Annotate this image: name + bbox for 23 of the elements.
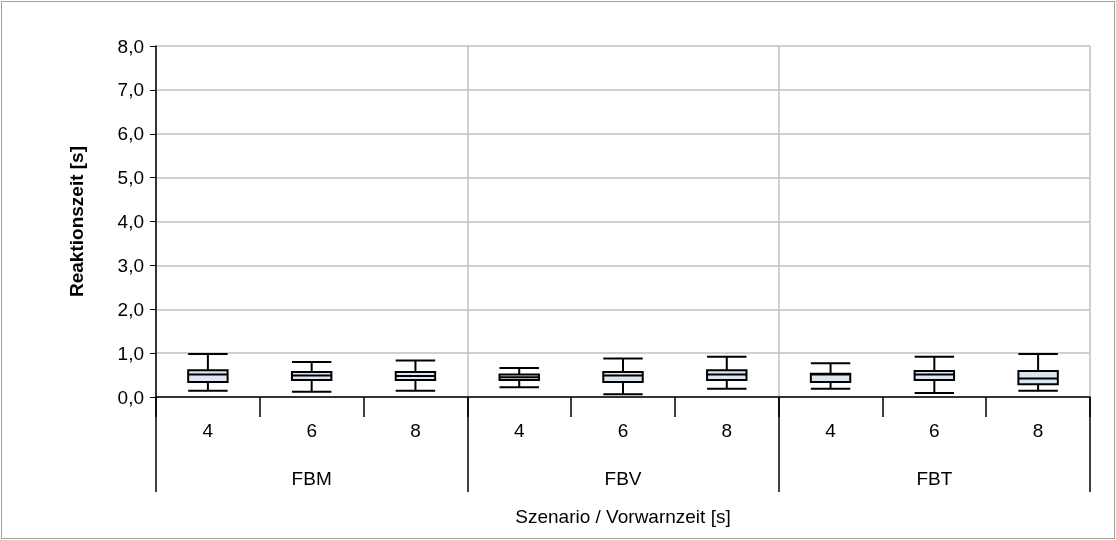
x-tick-label: 4 [202,420,214,441]
y-tick-label: 8,0 [117,35,144,57]
x-tick-label: 6 [929,420,940,441]
x-tick-label: 8 [410,420,421,441]
text: FBM [291,468,332,489]
y-tick-label: 5,0 [117,167,144,189]
x-axis-title: Szenario / Vorwarnzeit [s] [515,506,731,527]
x-tick-label: 4 [513,420,525,441]
y-tick-label: 2,0 [117,298,144,320]
x-tick-label: 8 [721,420,733,441]
y-tick-label: 3,0 [117,254,144,276]
y-tick-label: 7,0 [117,79,144,101]
y-tick-label: 0,0 [117,386,144,408]
x-tick-label: 4 [825,420,837,441]
y-tick-label: 4,0 [117,211,144,232]
text: FBV [604,468,642,489]
x-tick-label: 6 [306,420,317,441]
text: FBT [916,468,953,489]
x-tick-label: 6 [617,420,629,441]
y-axis-title: Reaktionszeit [s] [66,146,87,297]
y-tick-label: 1,0 [117,342,144,364]
x-tick-label: 8 [1032,420,1044,441]
y-tick-label: 6,0 [117,123,144,145]
